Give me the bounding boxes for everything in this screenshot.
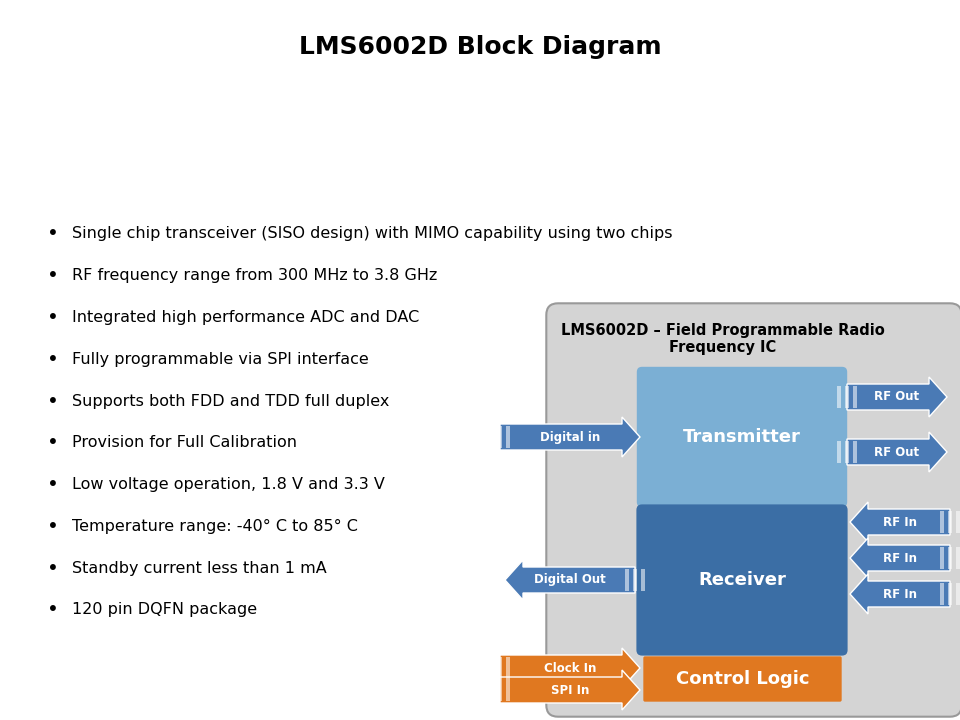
Bar — [490, 426, 494, 448]
FancyBboxPatch shape — [546, 303, 960, 716]
Bar — [845, 386, 849, 408]
Text: •: • — [47, 475, 59, 494]
FancyArrow shape — [847, 377, 947, 417]
Text: •: • — [47, 266, 59, 285]
Bar — [837, 386, 841, 408]
FancyArrow shape — [500, 670, 640, 710]
Bar — [837, 441, 841, 463]
FancyBboxPatch shape — [636, 505, 848, 656]
Text: LMS6002D – Field Programmable Radio
Frequency IC: LMS6002D – Field Programmable Radio Freq… — [561, 323, 884, 356]
FancyArrow shape — [850, 574, 950, 614]
Bar — [641, 569, 645, 591]
Bar — [498, 679, 502, 701]
Bar — [490, 657, 494, 679]
Text: Integrated high performance ADC and DAC: Integrated high performance ADC and DAC — [72, 310, 420, 325]
Text: Digital in: Digital in — [540, 431, 600, 444]
FancyArrow shape — [500, 417, 640, 457]
FancyArrow shape — [847, 432, 947, 472]
Text: Single chip transceiver (SISO design) with MIMO capability using two chips: Single chip transceiver (SISO design) wi… — [72, 227, 673, 241]
Text: •: • — [47, 433, 59, 452]
Text: RF In: RF In — [883, 588, 917, 600]
Bar — [625, 569, 629, 591]
Text: RF frequency range from 300 MHz to 3.8 GHz: RF frequency range from 300 MHz to 3.8 G… — [72, 269, 438, 283]
Text: Temperature range: -40° C to 85° C: Temperature range: -40° C to 85° C — [72, 519, 358, 534]
Text: LMS6002D Block Diagram: LMS6002D Block Diagram — [299, 35, 661, 59]
Text: •: • — [47, 350, 59, 369]
Text: RF In: RF In — [883, 516, 917, 528]
Bar — [956, 511, 960, 533]
Bar — [940, 547, 944, 569]
FancyArrow shape — [505, 560, 635, 600]
Text: Standby current less than 1 mA: Standby current less than 1 mA — [72, 561, 326, 575]
Bar — [498, 426, 502, 448]
Text: •: • — [47, 517, 59, 536]
Text: Clock In: Clock In — [543, 662, 596, 675]
Text: Digital Out: Digital Out — [534, 574, 606, 587]
Bar — [633, 569, 637, 591]
Bar — [498, 657, 502, 679]
Bar — [845, 441, 849, 463]
FancyArrow shape — [850, 538, 950, 578]
Text: Receiver: Receiver — [698, 571, 786, 589]
Bar — [956, 583, 960, 605]
Text: Transmitter: Transmitter — [684, 428, 801, 446]
Text: 120 pin DQFN package: 120 pin DQFN package — [72, 603, 257, 617]
Text: SPI In: SPI In — [551, 683, 589, 696]
Bar — [948, 583, 952, 605]
Text: •: • — [47, 559, 59, 577]
Bar — [940, 511, 944, 533]
Bar — [490, 679, 494, 701]
Text: Low voltage operation, 1.8 V and 3.3 V: Low voltage operation, 1.8 V and 3.3 V — [72, 477, 385, 492]
Text: Control Logic: Control Logic — [676, 670, 809, 688]
Text: •: • — [47, 225, 59, 243]
FancyArrow shape — [500, 648, 640, 688]
Bar — [506, 679, 510, 701]
Text: RF Out: RF Out — [875, 446, 920, 459]
FancyBboxPatch shape — [643, 657, 842, 702]
Bar — [506, 657, 510, 679]
Text: •: • — [47, 600, 59, 619]
Bar — [948, 511, 952, 533]
Bar — [940, 583, 944, 605]
Text: Fully programmable via SPI interface: Fully programmable via SPI interface — [72, 352, 369, 366]
Text: •: • — [47, 392, 59, 410]
Bar — [948, 547, 952, 569]
Text: Provision for Full Calibration: Provision for Full Calibration — [72, 436, 297, 450]
Bar — [506, 426, 510, 448]
Bar — [853, 386, 857, 408]
Bar — [956, 547, 960, 569]
Text: RF Out: RF Out — [875, 390, 920, 403]
FancyArrow shape — [850, 502, 950, 542]
FancyBboxPatch shape — [636, 366, 847, 507]
Text: •: • — [47, 308, 59, 327]
Text: RF In: RF In — [883, 552, 917, 564]
Text: Supports both FDD and TDD full duplex: Supports both FDD and TDD full duplex — [72, 394, 390, 408]
Bar — [853, 441, 857, 463]
